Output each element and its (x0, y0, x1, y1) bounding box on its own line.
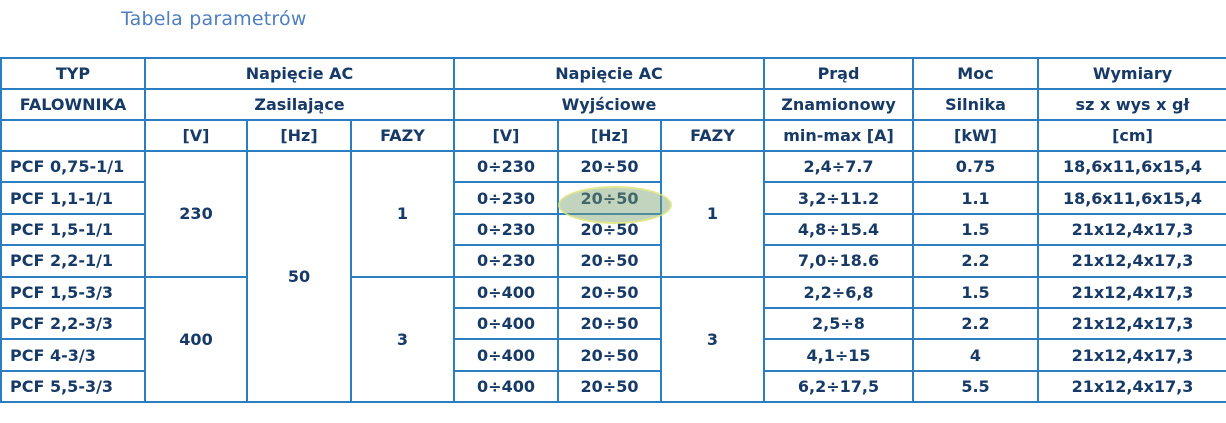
input-phases-cell: 1 (350, 150, 455, 278)
type-cell: PCF 1,5-3/3 (0, 275, 146, 309)
header-cell: TYP (0, 57, 146, 90)
output-phases-cell: 3 (660, 275, 765, 404)
power-cell: 0.75 (912, 149, 1039, 184)
output-voltage-cell: 0÷230 (453, 212, 559, 247)
current-cell: 4,8÷15.4 (763, 212, 914, 247)
output-voltage-cell: 0÷230 (453, 149, 559, 184)
current-cell: 2,2÷6,8 (763, 275, 914, 309)
header-row-1: TYP Napięcie AC Napięcie AC Prąd Moc Wym… (0, 57, 1226, 90)
power-cell: 1.1 (912, 181, 1039, 215)
dimensions-cell: 21x12,4x17,3 (1037, 369, 1226, 404)
header-cell: FALOWNIKA (0, 88, 146, 121)
power-cell: 1.5 (912, 212, 1039, 247)
header-cell: Zasilające (144, 88, 455, 121)
header-cell: FAZY (350, 119, 455, 152)
output-voltage-cell: 0÷400 (453, 338, 559, 372)
table-row: PCF 1,5-1/1 0÷230 20÷50 4,8÷15.4 1.5 21x12,4x… (0, 212, 1226, 247)
current-cell: 6,2÷17,5 (763, 369, 914, 404)
header-cell: [Hz] (557, 119, 662, 152)
output-frequency-cell: 20÷50 (557, 212, 662, 247)
output-frequency-cell: 20÷50 (557, 275, 662, 309)
current-cell: 2,5÷8 (763, 306, 914, 341)
output-frequency-cell: 20÷50 (557, 338, 662, 372)
header-cell: [Hz] (246, 119, 352, 152)
type-cell: PCF 1,1-1/1 (0, 181, 146, 215)
table-row: PCF 1,5-3/3 400 3 0÷400 20÷50 3 2,2÷6,8 1.5 21x1… (0, 275, 1226, 404)
output-voltage-cell: 0÷230 (453, 181, 559, 215)
dimensions-cell: 21x12,4x17,3 (1037, 212, 1226, 247)
header-cell: [V] (453, 119, 559, 152)
input-voltage-cell: 400 (144, 275, 248, 404)
header-cell: Napięcie AC (453, 57, 765, 90)
header-cell: sz x wys x gł (1037, 88, 1226, 121)
header-cell: Wymiary (1037, 57, 1226, 90)
dimensions-cell: 21x12,4x17,3 (1037, 275, 1226, 309)
power-cell: 2.2 (912, 244, 1039, 278)
output-voltage-cell: 0÷400 (453, 369, 559, 404)
power-cell: 2.2 (912, 306, 1039, 341)
header-cell: [V] (144, 119, 248, 152)
output-frequency-cell: 20÷50 (557, 149, 662, 184)
table-row: PCF 5,5-3/3 0÷400 20÷50 6,2÷17,5 5.5 21x12,4x… (0, 369, 1226, 404)
output-frequency-cell: 20÷50 (557, 369, 662, 404)
output-voltage-cell: 0÷400 (453, 275, 559, 309)
parameters-table: TYP Napięcie AC Napięcie AC Prąd Moc Wym… (0, 57, 1226, 404)
table-row: PCF 2,2-3/3 0÷400 20÷50 2,5÷8 2.2 21x12,4x17,… (0, 306, 1226, 341)
output-phases-cell: 1 (660, 150, 765, 278)
dimensions-cell: 21x12,4x17,3 (1037, 338, 1226, 372)
current-cell: 3,2÷11.2 (763, 181, 914, 215)
header-cell: Znamionowy (763, 88, 914, 121)
power-cell: 5.5 (912, 369, 1039, 404)
header-cell: [cm] (1037, 119, 1226, 152)
header-cell: Prąd (763, 57, 914, 90)
table-row: PCF 4-3/3 0÷400 20÷50 4,1÷15 4 21x12,4x17,3 (0, 338, 1226, 372)
type-cell: PCF 4-3/3 (0, 338, 146, 372)
header-cell: Napięcie AC (144, 57, 455, 90)
header-row-3: [V] [Hz] FAZY [V] [Hz] FAZY min-max [A] … (0, 119, 1226, 152)
page-title: Tabela parametrów (121, 8, 307, 30)
header-cell: FAZY (660, 119, 765, 152)
type-cell: PCF 0,75-1/1 (0, 149, 146, 184)
power-cell: 4 (912, 338, 1039, 372)
type-cell: PCF 2,2-1/1 (0, 244, 146, 278)
header-cell: Silnika (912, 88, 1039, 121)
output-frequency-cell: 20÷50 (557, 244, 662, 278)
table-row: PCF 2,2-1/1 0÷230 20÷50 7,0÷18.6 2.2 21x12,4x… (0, 244, 1226, 278)
type-cell: PCF 2,2-3/3 (0, 306, 146, 341)
type-cell: PCF 5,5-3/3 (0, 369, 146, 404)
dimensions-cell: 21x12,4x17,3 (1037, 306, 1226, 341)
output-voltage-cell: 0÷230 (453, 244, 559, 278)
type-cell: PCF 1,5-1/1 (0, 212, 146, 247)
power-cell: 1.5 (912, 275, 1039, 309)
current-cell: 7,0÷18.6 (763, 244, 914, 278)
current-cell: 4,1÷15 (763, 338, 914, 372)
dimensions-cell: 21x12,4x17,3 (1037, 244, 1226, 278)
header-cell: Wyjściowe (453, 88, 765, 121)
dimensions-cell: 18,6x11,6x15,4 (1037, 149, 1226, 184)
header-cell: min-max [A] (763, 119, 914, 152)
table-row: PCF 0,75-1/1 230 50 1 0÷230 20÷50 1 2,4÷7.7 0.75… (0, 149, 1226, 404)
dimensions-cell: 18,6x11,6x15,4 (1037, 181, 1226, 215)
header-cell (0, 119, 146, 152)
header-row-2: FALOWNIKA Zasilające Wyjściowe Znamionow… (0, 88, 1226, 121)
output-frequency-cell: 20÷50 (557, 306, 662, 341)
current-cell: 2,4÷7.7 (763, 149, 914, 184)
input-frequency-cell: 50 (246, 149, 352, 404)
input-phases-cell: 3 (350, 275, 455, 404)
input-voltage-cell: 230 (144, 150, 248, 278)
output-voltage-cell: 0÷400 (453, 306, 559, 341)
output-frequency-cell: 20÷50 (557, 181, 662, 215)
header-cell: Moc (912, 57, 1039, 90)
header-cell: [kW] (912, 119, 1039, 152)
